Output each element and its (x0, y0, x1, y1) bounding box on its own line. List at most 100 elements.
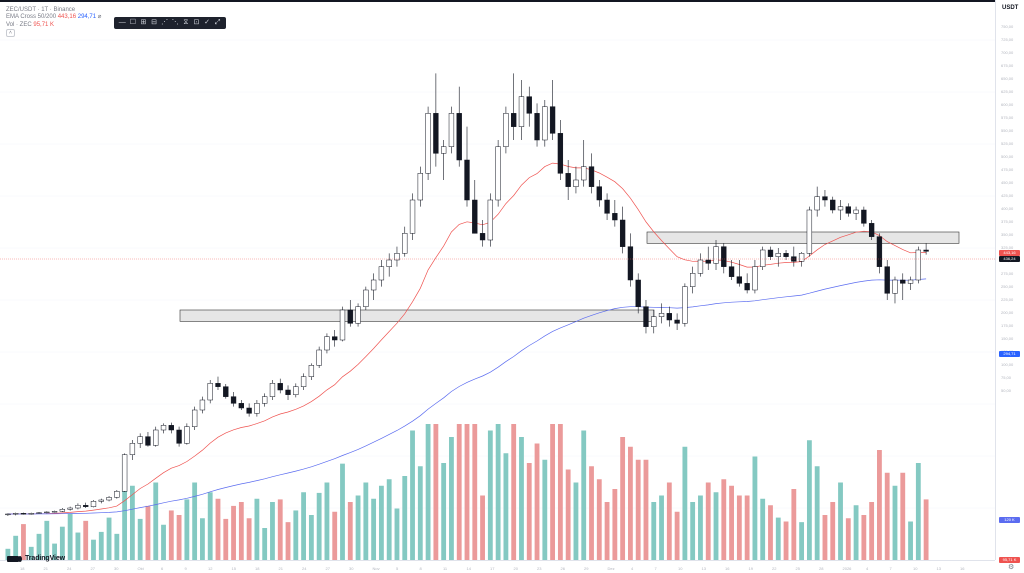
candle (448, 106, 455, 154)
time-tick-label: 2026 (842, 566, 852, 571)
toolbar-tool-9[interactable]: ⤢ (214, 19, 221, 26)
price-tick-label: 450,00 (1001, 180, 1014, 185)
volume-bar (285, 522, 291, 560)
candle (479, 220, 486, 247)
volume-bar (869, 502, 875, 560)
price-tick-label: 150,00 (1001, 336, 1014, 341)
candle (316, 346, 322, 368)
candle (923, 243, 929, 255)
ema-label[interactable]: EMA Cross 50/200 (6, 14, 57, 20)
time-tick-label: 27 (90, 566, 95, 571)
candle-body (277, 383, 283, 391)
candle (176, 426, 182, 447)
toolbar-tool-5[interactable]: ⋱ (171, 19, 179, 26)
candle-body (293, 386, 299, 395)
toolbar-tool-2[interactable]: ⊞ (140, 19, 147, 26)
volume-label[interactable]: Vol · ZEC (6, 22, 32, 28)
volume-bar (98, 531, 104, 560)
toolbar-tool-8[interactable]: ✓ (204, 19, 210, 26)
volume-bar (495, 424, 501, 560)
volume-bar (246, 518, 252, 560)
price-axis[interactable] (995, 0, 1024, 560)
price-tick-label: 425,00 (1001, 193, 1014, 198)
candle-body (876, 236, 883, 267)
tradingview-mark-icon (7, 555, 22, 562)
volume-bar (915, 463, 921, 560)
volume-bar (122, 462, 128, 560)
candle-body (137, 436, 143, 444)
candle (332, 330, 338, 347)
toolbar-tool-3[interactable]: ⊟ (151, 19, 158, 26)
price-tick-label: 575,00 (1001, 115, 1014, 120)
time-axis[interactable] (0, 560, 995, 573)
axis-currency[interactable]: USDT (1002, 5, 1019, 11)
volume-bar (713, 492, 719, 560)
candle (822, 190, 828, 207)
volume-bar (557, 424, 563, 560)
time-tick-label: 19 (748, 566, 753, 571)
eye-icon[interactable]: ⌀ (97, 14, 102, 20)
candle-body (223, 386, 229, 397)
volume-bar (480, 495, 485, 560)
volume-bar (744, 495, 750, 560)
candle (44, 511, 50, 514)
candle-body (28, 513, 34, 515)
time-tick-label: 25 (795, 566, 800, 571)
candle (721, 243, 727, 274)
ema-lines (7, 162, 927, 515)
volume-bar (67, 513, 73, 560)
gear-icon[interactable]: ⚙ (1008, 564, 1015, 571)
candle (643, 300, 649, 334)
candle-body (67, 507, 73, 510)
ema-fast-value: 443,16 (57, 14, 77, 20)
candle-body (596, 186, 602, 201)
volume-bar (511, 424, 517, 560)
candle-body (612, 213, 618, 221)
time-tick-label: 26 (560, 566, 565, 571)
toolbar-tool-0[interactable]: — (118, 19, 126, 26)
price-tick-label: 275,00 (1001, 271, 1014, 276)
price-tick-label: 500,00 (1001, 154, 1014, 159)
candle-body (892, 279, 898, 294)
candle-body (316, 349, 322, 366)
price-tick-label: 725,00 (1001, 37, 1014, 42)
candle-body (542, 106, 548, 141)
time-tick-label: 30 (114, 566, 119, 571)
symbol-label[interactable]: ZEC/USDT · 1T · Binance (6, 7, 76, 13)
toolbar-tool-6[interactable]: ⧖ (183, 19, 189, 26)
support-resistance-zones (179, 231, 960, 322)
volume-bar (52, 543, 57, 560)
price-tick-label: 50,00 (1001, 388, 1012, 393)
volume-bar (526, 463, 532, 560)
candle-body (168, 425, 174, 431)
candle-body (448, 113, 455, 147)
candle (90, 500, 97, 508)
volume-bar (456, 424, 462, 560)
candle (565, 160, 571, 200)
collapse-legend-button[interactable]: ˄ (6, 29, 15, 37)
candle (223, 384, 229, 399)
candle (744, 273, 750, 294)
toolbar-tool-1[interactable]: ☐ (129, 19, 137, 26)
price-zone-1 (646, 231, 960, 244)
volume-bar (324, 482, 330, 560)
candle-body (837, 206, 844, 211)
price-tick-label: 75,00 (1001, 375, 1012, 380)
time-tick-label: 5 (396, 566, 399, 571)
candle (285, 385, 291, 400)
candle-body (861, 209, 867, 224)
candle (191, 406, 198, 430)
candle (121, 453, 128, 492)
toolbar-tool-7[interactable]: ⊡ (193, 19, 200, 26)
candle-body (417, 173, 423, 201)
candle-body (573, 179, 579, 187)
last-price-tag: 436,24 (999, 256, 1020, 262)
candle (106, 496, 112, 502)
candle-body (5, 513, 11, 516)
tradingview-logo[interactable]: TradingView (7, 555, 65, 562)
candle-body (658, 313, 665, 317)
toolbar-tool-4[interactable]: ⋰ (161, 19, 169, 26)
candle-body (184, 426, 190, 444)
